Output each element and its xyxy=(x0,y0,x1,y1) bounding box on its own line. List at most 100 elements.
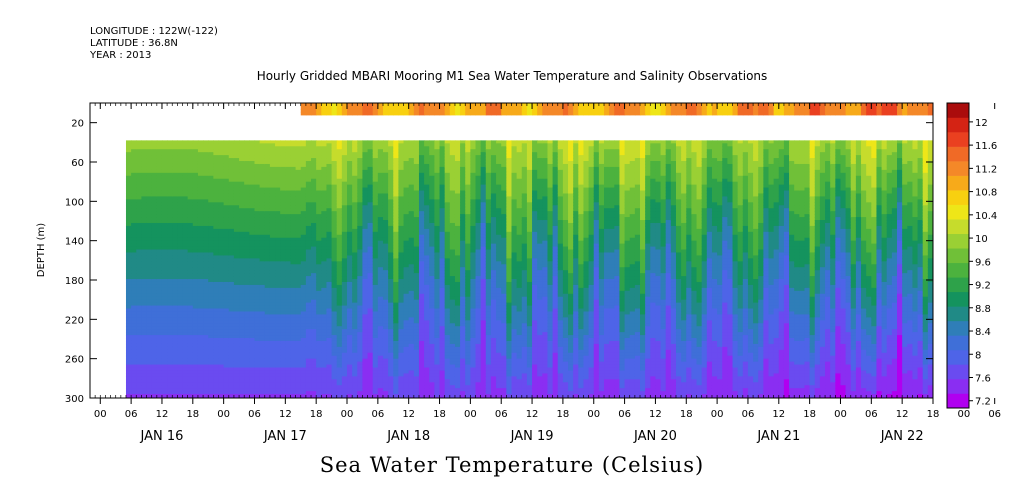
contour-cell xyxy=(167,284,173,289)
contour-cell xyxy=(161,228,168,233)
contour-cell xyxy=(239,361,245,366)
contour-cell xyxy=(357,175,364,180)
contour-cell xyxy=(254,237,261,242)
contour-cell xyxy=(223,190,230,195)
contour-cell xyxy=(249,187,256,192)
contour-cell xyxy=(357,211,364,215)
contour-cell xyxy=(398,152,405,156)
contour-cell xyxy=(357,228,364,233)
contour-cell xyxy=(218,343,225,348)
contour-cell xyxy=(192,329,199,333)
contour-cell xyxy=(300,193,307,198)
contour-cell xyxy=(316,161,322,165)
contour-cell xyxy=(331,335,338,339)
contour-cell xyxy=(151,376,158,380)
contour-cell xyxy=(187,391,194,395)
contour-cell xyxy=(151,166,158,171)
contour-cell xyxy=(156,279,163,283)
contour-cell xyxy=(131,305,137,310)
contour-cell xyxy=(331,382,338,386)
contour-cell xyxy=(141,155,148,159)
contour-cell xyxy=(398,252,405,257)
contour-cell xyxy=(182,220,189,224)
contour-cell xyxy=(167,361,173,366)
contour-cell xyxy=(382,267,389,271)
contour-cell xyxy=(125,264,132,268)
contour-cell xyxy=(311,273,317,277)
contour-cell xyxy=(347,163,353,168)
contour-cell xyxy=(151,326,158,330)
contour-cell xyxy=(280,335,286,339)
contour-cell xyxy=(398,323,405,327)
contour-cell xyxy=(311,267,317,271)
contour-cell xyxy=(264,163,271,168)
contour-cell xyxy=(336,161,343,165)
contour-cell xyxy=(228,184,235,189)
contour-cell xyxy=(398,320,405,324)
contour-cell xyxy=(377,379,384,383)
contour-cell xyxy=(316,382,322,386)
contour-cell xyxy=(249,161,256,165)
contour-cell xyxy=(300,217,307,221)
contour-cell xyxy=(161,205,168,209)
contour-cell xyxy=(187,172,194,177)
contour-cell xyxy=(146,373,153,377)
contour-cell xyxy=(156,379,163,383)
contour-cell xyxy=(223,261,230,265)
contour-cell xyxy=(357,394,364,398)
contour-cell xyxy=(187,317,194,321)
contour-cell xyxy=(244,308,250,313)
contour-cell xyxy=(372,267,379,271)
contour-cell xyxy=(244,190,250,195)
contour-cell xyxy=(218,338,225,342)
contour-cell xyxy=(197,279,204,283)
contour-cell xyxy=(172,205,178,209)
contour-cell xyxy=(398,208,405,212)
contour-cell xyxy=(367,225,374,230)
contour-cell xyxy=(372,349,379,354)
contour-cell xyxy=(213,367,220,372)
contour-cell xyxy=(218,196,225,200)
contour-cell xyxy=(218,146,225,150)
contour-cell xyxy=(347,338,353,342)
contour-cell xyxy=(393,379,400,383)
contour-cell xyxy=(244,208,250,212)
contour-cell xyxy=(398,382,405,386)
contour-cell xyxy=(290,394,297,398)
contour-cell xyxy=(285,340,292,345)
contour-cell xyxy=(388,349,394,354)
contour-cell xyxy=(254,222,261,227)
contour-cell xyxy=(326,240,333,245)
contour-cell xyxy=(161,329,168,333)
contour-cell xyxy=(393,255,400,259)
contour-cell xyxy=(382,205,389,209)
contour-cell xyxy=(321,228,328,233)
contour-cell xyxy=(377,382,384,386)
contour-cell xyxy=(233,326,240,330)
contour-cell xyxy=(264,311,271,316)
contour-cell xyxy=(372,252,379,257)
contour-cell xyxy=(408,231,415,236)
contour-cell xyxy=(367,373,374,377)
contour-cell xyxy=(228,335,235,339)
contour-cell xyxy=(300,152,307,156)
contour-cell xyxy=(233,338,240,342)
contour-cell xyxy=(403,246,410,251)
contour-cell xyxy=(321,290,328,295)
contour-cell xyxy=(398,270,405,274)
contour-cell xyxy=(182,152,189,156)
contour-cell xyxy=(285,352,292,357)
contour-cell xyxy=(197,214,204,218)
contour-cell xyxy=(336,267,343,271)
contour-cell xyxy=(203,196,209,200)
contour-cell xyxy=(223,258,230,262)
contour-cell xyxy=(311,187,317,192)
contour-cell xyxy=(228,376,235,380)
contour-cell xyxy=(382,196,389,200)
contour-cell xyxy=(192,261,199,265)
contour-cell xyxy=(146,391,153,395)
contour-cell xyxy=(362,281,369,286)
contour-cell xyxy=(367,217,374,221)
contour-cell xyxy=(367,178,374,183)
contour-cell xyxy=(203,208,209,212)
